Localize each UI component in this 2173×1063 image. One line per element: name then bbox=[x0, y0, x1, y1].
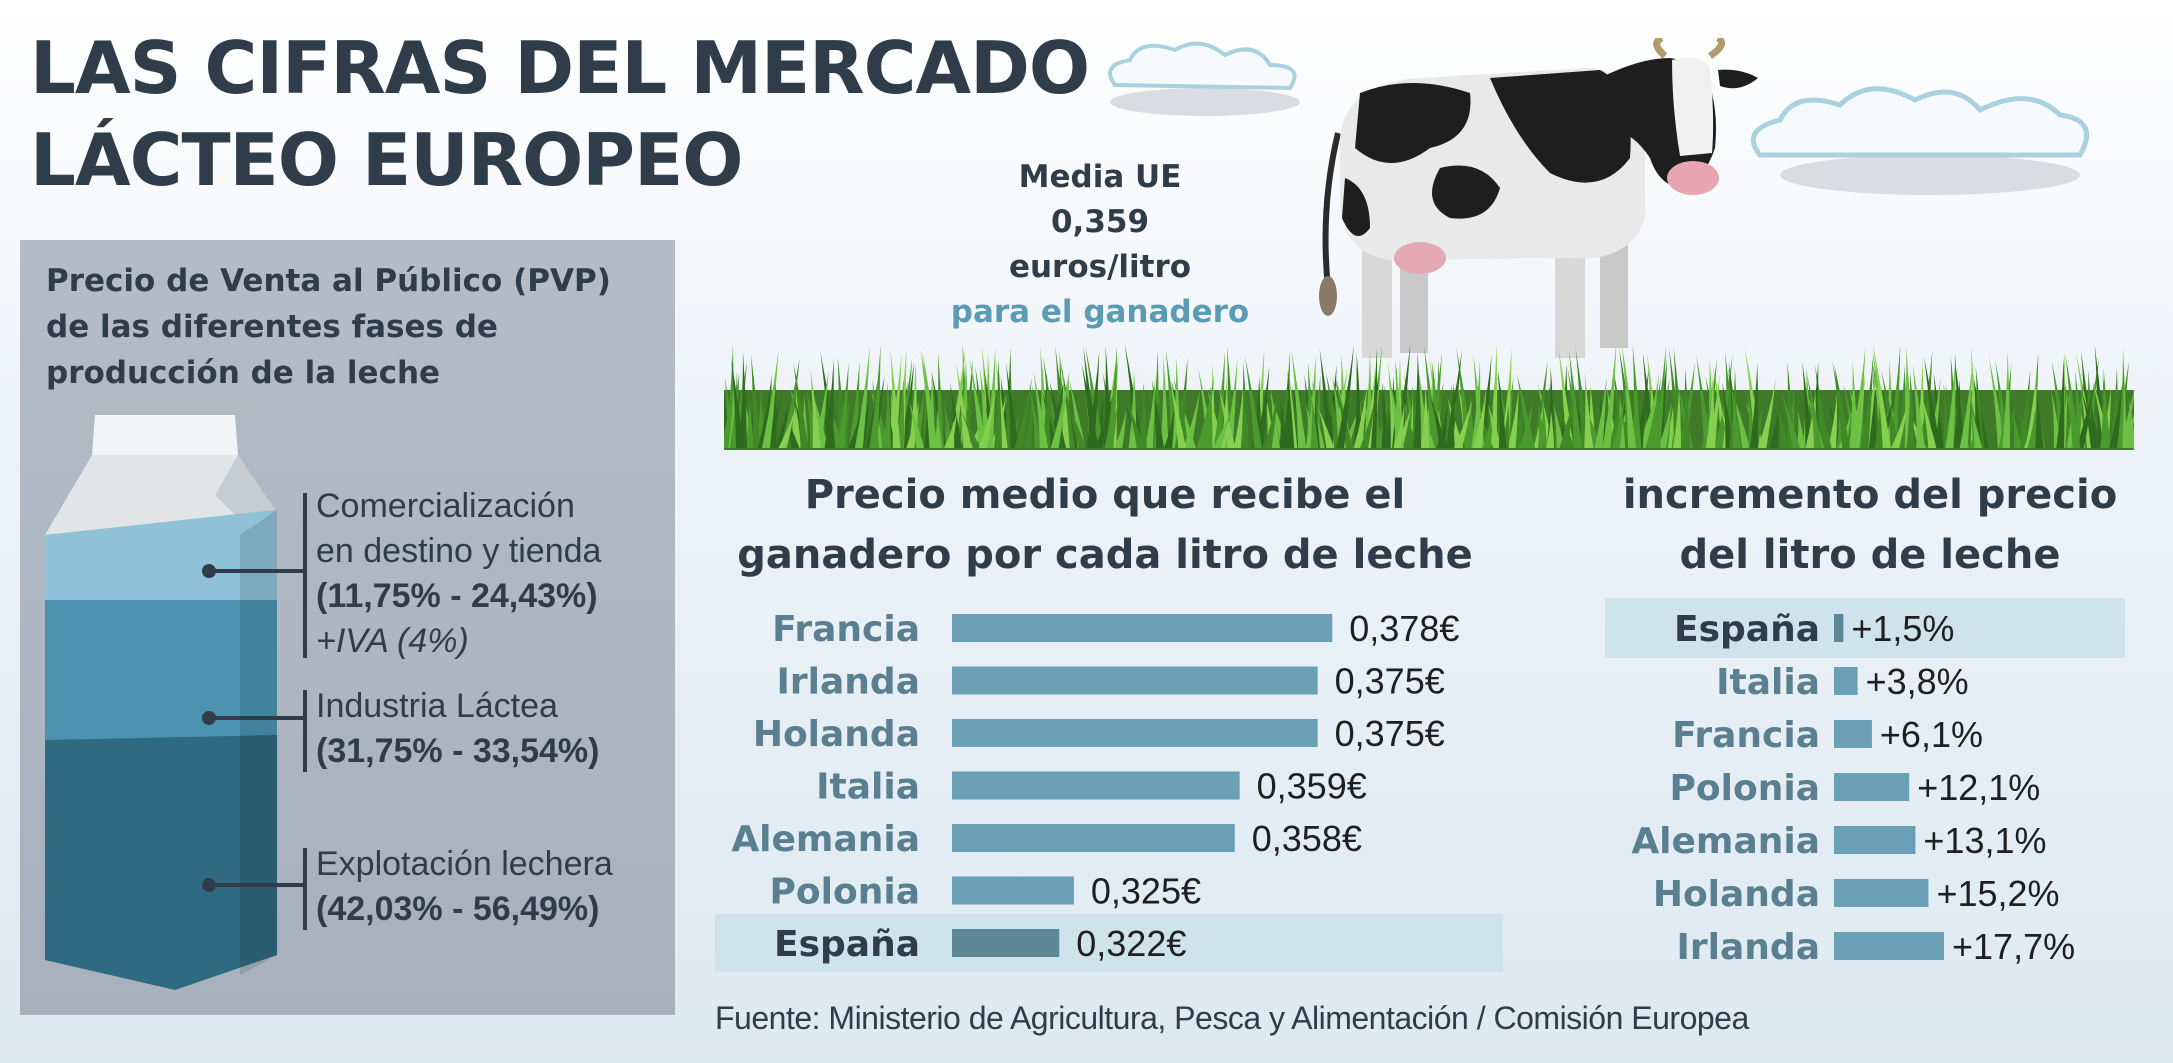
cloud-icon bbox=[1750, 86, 2090, 195]
category-label: Francia bbox=[1672, 715, 1820, 756]
category-label: Francia bbox=[772, 609, 920, 650]
bar bbox=[1834, 720, 1872, 748]
stage-range: (42,03% - 56,49%) bbox=[316, 890, 600, 928]
bar bbox=[1834, 932, 1944, 960]
value-label: 0,322€ bbox=[1076, 923, 1186, 964]
bar bbox=[1834, 826, 1916, 854]
category-label: Irlanda bbox=[1677, 927, 1820, 968]
increase-bar-chart: España +1,5% Italia +3,8% Francia +6,1% Poloni… bbox=[1605, 598, 2125, 968]
category-label: Alemania bbox=[731, 819, 920, 860]
value-label: +6,1% bbox=[1880, 714, 1983, 755]
value-label: 0,375€ bbox=[1335, 713, 1445, 754]
carton-connectors bbox=[202, 564, 303, 892]
bar bbox=[952, 824, 1235, 852]
category-label: Holanda bbox=[753, 714, 920, 755]
value-label: +17,7% bbox=[1952, 926, 2075, 967]
left-chart-title-line-1: Precio medio que recibe el bbox=[804, 472, 1406, 518]
bar bbox=[1834, 879, 1929, 907]
bracket-explotacion bbox=[303, 848, 307, 930]
left-chart-title-line-2: ganadero por cada litro de leche bbox=[737, 532, 1473, 578]
bar bbox=[1834, 667, 1858, 695]
stage-line: Comercialización bbox=[316, 487, 575, 525]
source-note: Fuente: Ministerio de Agricultura, Pesca… bbox=[715, 1000, 1749, 1036]
right-chart-title-line-1: incremento del precio bbox=[1622, 472, 2118, 518]
media-ue-label: Media UE bbox=[1018, 159, 1182, 195]
bar bbox=[952, 929, 1060, 957]
media-ue-value: 0,359 bbox=[1050, 204, 1150, 240]
bracket-comercializacion bbox=[303, 493, 307, 658]
category-label: Alemania bbox=[1631, 821, 1820, 862]
category-label: Italia bbox=[816, 767, 920, 808]
bar bbox=[952, 614, 1333, 642]
cloud-icon bbox=[1108, 41, 1300, 116]
bar bbox=[1834, 614, 1844, 642]
highlight-row-bg bbox=[1605, 598, 2125, 658]
price-bar-chart: Francia 0,378€ Irlanda 0,375€ Holanda 0,375€ I… bbox=[715, 608, 1503, 972]
stage-range: (11,75% - 24,43%) bbox=[316, 577, 598, 615]
category-label: Polonia bbox=[1670, 768, 1820, 809]
stage-line: Explotación lechera bbox=[316, 845, 613, 883]
pvp-heading-line-2: de las diferentes fases de bbox=[46, 309, 498, 345]
grass-icon bbox=[724, 343, 2134, 450]
stage-line: en destino y tienda bbox=[316, 532, 602, 570]
pvp-heading-line-3: producción de la leche bbox=[46, 355, 441, 391]
value-label: +13,1% bbox=[1923, 820, 2046, 861]
bracket-industria bbox=[303, 690, 307, 772]
value-label: +15,2% bbox=[1936, 873, 2059, 914]
category-label: Italia bbox=[1716, 662, 1820, 703]
bar bbox=[952, 719, 1318, 747]
left-chart-title: Precio medio que recibe el ganadero por … bbox=[715, 465, 1495, 585]
page-title: LAS CIFRAS DEL MERCADO LÁCTEO EUROPEO bbox=[30, 22, 1090, 206]
category-label: Irlanda bbox=[777, 662, 920, 703]
category-label: España bbox=[1674, 609, 1820, 650]
right-chart-title-line-2: del litro de leche bbox=[1679, 532, 2061, 578]
pvp-heading-line-1: Precio de Venta al Público (PVP) bbox=[46, 263, 611, 299]
value-label: +1,5% bbox=[1851, 608, 1954, 649]
stage-industria: Industria Láctea (31,75% - 33,54%) bbox=[316, 684, 600, 774]
bar bbox=[952, 876, 1074, 905]
value-label: 0,358€ bbox=[1252, 818, 1362, 859]
right-chart-title: incremento del precio del litro de leche bbox=[1600, 465, 2140, 585]
value-label: 0,325€ bbox=[1091, 871, 1201, 912]
cow-icon bbox=[1319, 38, 1758, 358]
category-label: España bbox=[774, 924, 920, 965]
stage-explotacion: Explotación lechera (42,03% - 56,49%) bbox=[316, 842, 613, 932]
value-label: +3,8% bbox=[1866, 661, 1969, 702]
page-title-line-1: LAS CIFRAS DEL MERCADO bbox=[30, 26, 1090, 110]
value-label: 0,359€ bbox=[1257, 766, 1367, 807]
stage-comercializacion: Comercialización en destino y tienda (11… bbox=[316, 484, 601, 664]
stage-note: +IVA (4%) bbox=[316, 622, 469, 660]
page-title-line-2: LÁCTEO EUROPEO bbox=[30, 118, 743, 202]
media-ue-subject: para el ganadero bbox=[950, 294, 1250, 330]
highlight-row-bg bbox=[715, 914, 1503, 972]
pvp-heading: Precio de Venta al Público (PVP) de las … bbox=[46, 258, 646, 396]
value-label: 0,375€ bbox=[1335, 661, 1445, 702]
value-label: +12,1% bbox=[1917, 767, 2040, 808]
media-ue-unit: euros/litro bbox=[1008, 249, 1192, 285]
value-label: 0,378€ bbox=[1349, 608, 1459, 649]
bar bbox=[952, 771, 1240, 800]
category-label: Polonia bbox=[770, 872, 920, 913]
stage-line: Industria Láctea bbox=[316, 687, 558, 725]
bar bbox=[1834, 773, 1910, 801]
bar bbox=[952, 666, 1318, 695]
media-ue-callout: Media UE 0,359 euros/litro para el ganad… bbox=[920, 155, 1280, 335]
stage-range: (31,75% - 33,54%) bbox=[316, 732, 600, 770]
category-label: Holanda bbox=[1653, 874, 1820, 915]
